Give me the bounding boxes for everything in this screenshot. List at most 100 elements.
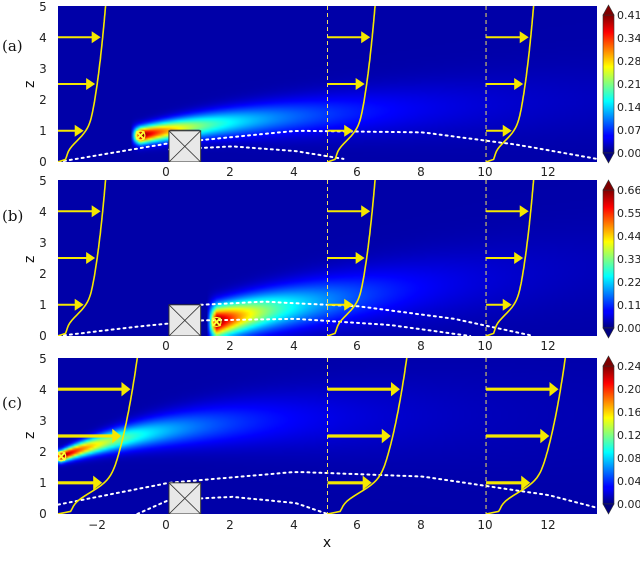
- velocity-arrowhead: [521, 475, 531, 490]
- velocity-profile: [485, 358, 567, 514]
- colorbar-tick: 0.28: [617, 55, 640, 68]
- colorbar-tick: 0.16: [617, 406, 640, 419]
- source-marker: [135, 130, 146, 141]
- panel-c: (c) z 0 1 2 3 4 5 −2 0 2 4 6 8 10 12 x: [2, 352, 640, 551]
- plot-area: [58, 180, 597, 336]
- velocity-arrowhead: [355, 252, 365, 264]
- colorbar-extend-max: [602, 355, 615, 367]
- velocity-arrowhead: [502, 124, 512, 137]
- velocity-profile: [327, 6, 376, 162]
- x-tick-label: 8: [417, 165, 425, 179]
- x-tick-labels: −2 0 2 4 6 8 10 12: [88, 518, 555, 532]
- y-tick-labels: 0 1 2 3 4 5: [39, 174, 47, 343]
- colorbar-gradient: [602, 14, 615, 154]
- y-axis-label: z: [22, 432, 38, 439]
- colorbar-tick: 0.44: [617, 230, 640, 243]
- velocity-arrowhead: [86, 252, 96, 264]
- velocity-arrowhead: [344, 124, 354, 137]
- colorbar-tick: 0.21: [617, 78, 640, 91]
- colorbar-tick: 0.33: [617, 253, 640, 266]
- y-tick-labels: 0 1 2 3 4 5: [39, 0, 47, 169]
- x-tick-label: −2: [88, 165, 106, 179]
- x-tick-label: 4: [290, 165, 298, 179]
- colorbar: 0.00 0.11 0.22 0.33 0.44 0.55 0.66: [602, 179, 640, 339]
- velocity-arrowhead: [355, 78, 365, 90]
- y-tick-label: 5: [39, 0, 47, 14]
- x-tick-label: 2: [226, 165, 234, 179]
- overlay: [58, 180, 535, 336]
- y-tick-label: 5: [39, 352, 47, 366]
- x-tick-label: 0: [162, 518, 170, 532]
- x-tick-label: 6: [353, 339, 361, 353]
- source-marker-cross: [211, 317, 222, 327]
- y-tick-label: 1: [39, 298, 47, 312]
- colorbar-tick: 0.22: [617, 276, 640, 289]
- dotted-boundary: [58, 317, 472, 336]
- y-tick-label: 2: [39, 445, 47, 459]
- velocity-arrowhead: [91, 205, 101, 218]
- colorbar-extend-max: [602, 4, 615, 16]
- colorbar-tick: 0.14: [617, 101, 640, 114]
- colorbar-tick: 0.11: [617, 299, 640, 312]
- velocity-arrowhead: [519, 205, 529, 218]
- velocity-arrowhead: [390, 382, 400, 397]
- panel-label: (b): [2, 207, 23, 225]
- source-marker: [211, 316, 222, 328]
- velocity-arrowhead: [121, 382, 131, 397]
- panel-label: (a): [2, 37, 23, 55]
- x-tick-label: 12: [540, 165, 555, 179]
- y-tick-label: 4: [39, 31, 47, 45]
- velocity-arrowhead: [540, 428, 550, 444]
- y-tick-label: 1: [39, 476, 47, 490]
- x-axis-label: x: [323, 535, 331, 551]
- source-marker-cross: [135, 130, 146, 141]
- velocity-arrowhead: [74, 124, 84, 137]
- velocity-arrowhead: [361, 205, 371, 218]
- y-tick-label: 2: [39, 93, 47, 107]
- dotted-boundary: [136, 495, 329, 514]
- x-tick-labels: −2 0 2 4 6 8 10 12: [88, 165, 555, 179]
- colorbar-extend-max: [602, 179, 615, 191]
- x-tick-label: 12: [540, 518, 555, 532]
- colorbar-gradient: [602, 189, 615, 329]
- y-tick-label: 5: [39, 174, 47, 188]
- colorbar-tick: 0.07: [617, 124, 640, 137]
- y-tick-label: 4: [39, 383, 47, 397]
- panel-b: (b) z 0 1 2 3 4 5 −2 0 2 4 6 8 10 12: [2, 174, 640, 353]
- plot-area: [58, 6, 597, 162]
- x-tick-label: 8: [417, 518, 425, 532]
- colorbar-tick: 0.00: [617, 498, 640, 511]
- colorbar-gradient: [602, 365, 615, 505]
- colorbar-tick: 0.08: [617, 452, 640, 465]
- y-tick-label: 0: [39, 507, 47, 521]
- dotted-boundary: [199, 300, 535, 336]
- colorbar-tick: 0.34: [617, 32, 640, 45]
- colorbar-extend-min: [602, 327, 615, 339]
- y-axis-label: z: [22, 81, 38, 88]
- x-tick-label: 0: [162, 165, 170, 179]
- panel-a: (a) z 0 1 2 3 4 5 −2 0 2 4 6 8 10 12: [2, 0, 640, 179]
- source-marker: [58, 451, 67, 462]
- y-tick-labels: 0 1 2 3 4 5: [39, 352, 47, 521]
- velocity-arrowhead: [112, 428, 122, 444]
- colorbar-tick: 0.04: [617, 475, 640, 488]
- velocity-profile: [58, 6, 107, 162]
- colorbar-tick: 0.20: [617, 383, 640, 396]
- y-tick-label: 3: [39, 236, 47, 250]
- obstacle-cross: [168, 130, 201, 162]
- y-tick-label: 4: [39, 205, 47, 219]
- x-tick-label: 10: [477, 165, 492, 179]
- y-axis-label: z: [22, 256, 38, 263]
- velocity-arrowhead: [514, 252, 524, 264]
- x-tick-label: 10: [477, 339, 492, 353]
- x-tick-label: 4: [290, 518, 298, 532]
- colorbar-tick: 0.12: [617, 429, 640, 442]
- colorbar: 0.00 0.07 0.14 0.21 0.28 0.34 0.41: [602, 4, 640, 164]
- x-tick-label: 12: [540, 339, 555, 353]
- x-tick-label: −2: [88, 339, 106, 353]
- velocity-arrowhead: [86, 78, 96, 90]
- y-tick-label: 0: [39, 155, 47, 169]
- velocity-arrowhead: [514, 78, 524, 90]
- velocity-arrowhead: [381, 428, 391, 444]
